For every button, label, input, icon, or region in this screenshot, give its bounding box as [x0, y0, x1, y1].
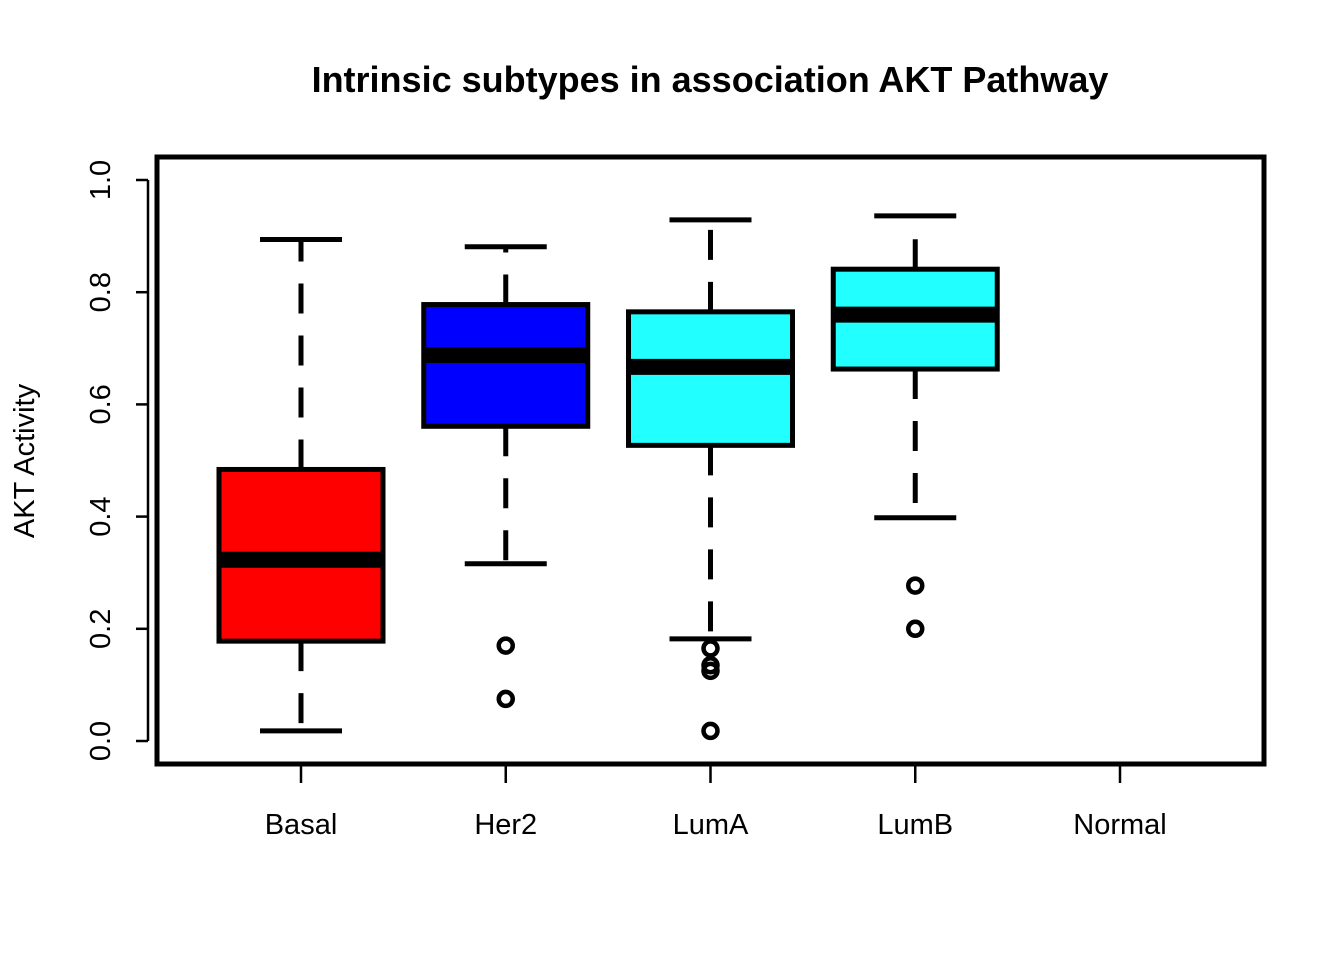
x-tick-label: Her2: [474, 809, 537, 841]
y-tick-label: 0.6: [85, 384, 117, 424]
outlier-point: [701, 721, 720, 741]
outlier-point: [496, 636, 515, 655]
y-tick-label: 0.0: [85, 721, 117, 761]
y-tick-label: 0.8: [85, 272, 117, 312]
y-axis: 0.0 0.2 0.4 0.6 0.8 1.0: [85, 160, 150, 761]
outlier-point: [701, 639, 720, 658]
outlier-point: [701, 661, 720, 681]
y-axis-label: AKT Activity: [9, 383, 41, 538]
y-tick-label: 0.2: [85, 609, 117, 649]
y-tick-label: 1.0: [85, 160, 117, 200]
y-tick-label: 0.4: [85, 496, 117, 536]
iqr-box: [421, 302, 591, 429]
x-axis: Basal Her2 LumA LumB Normal: [265, 764, 1167, 841]
iqr-box: [626, 309, 795, 448]
box-her2: [421, 244, 591, 709]
box-lumb: [830, 213, 1000, 639]
x-tick-label: LumA: [673, 809, 749, 841]
outlier-point: [906, 576, 925, 595]
boxes-layer: [216, 213, 1000, 741]
box-basal: [216, 236, 386, 734]
box-luma: [626, 217, 795, 741]
outlier-point: [496, 689, 515, 709]
outlier-point: [906, 619, 925, 639]
x-tick-label: LumB: [877, 809, 953, 841]
x-tick-label: Basal: [265, 809, 338, 841]
x-tick-label: Normal: [1073, 809, 1166, 841]
chart-title: Intrinsic subtypes in association AKT Pa…: [312, 59, 1109, 100]
